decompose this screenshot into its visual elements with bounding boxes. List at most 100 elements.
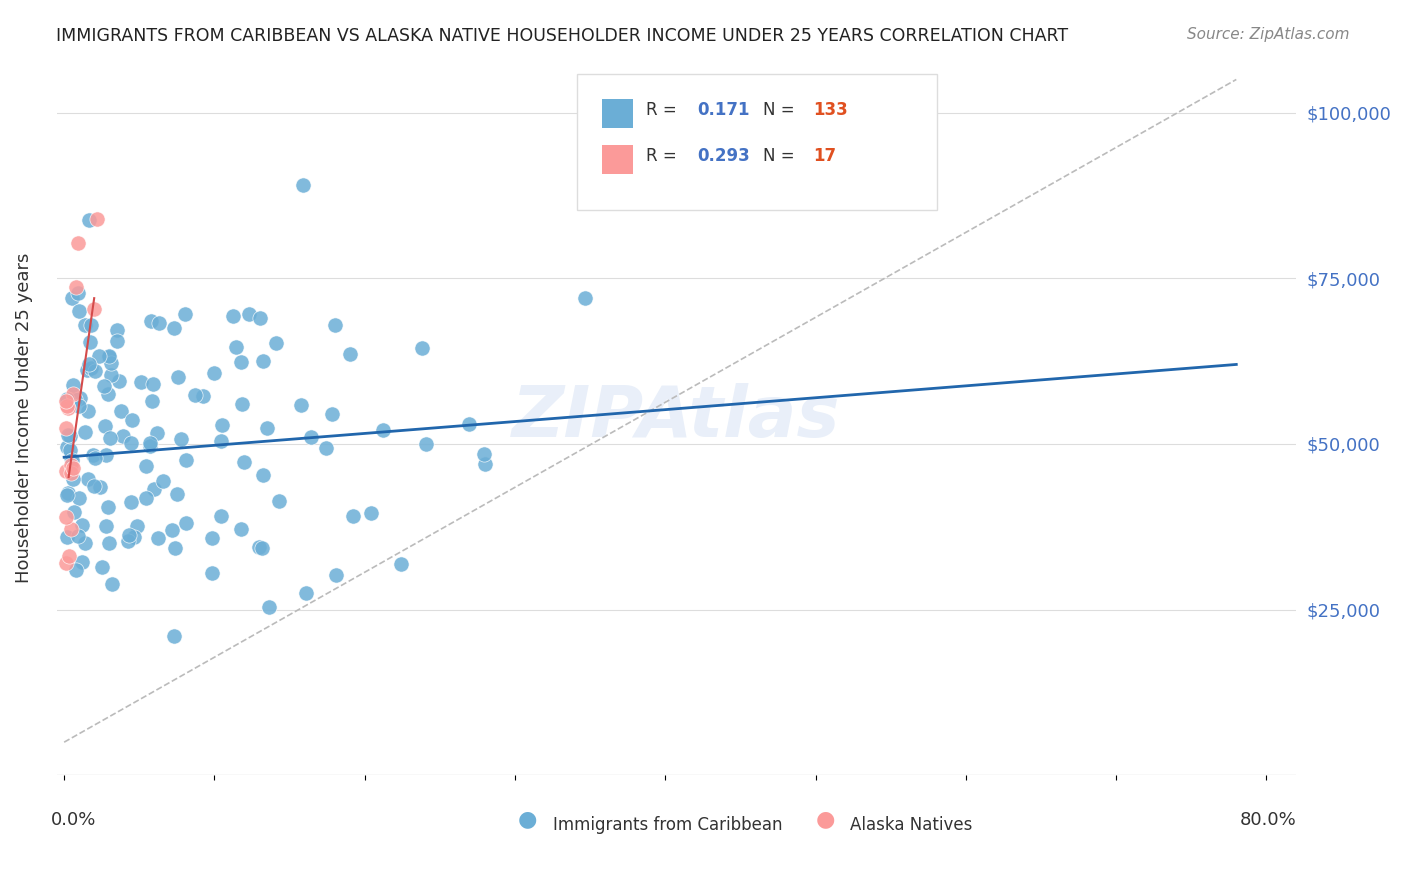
Point [98, 349, 121, 363]
Point [67, 491, 90, 505]
Point [97, 500, 120, 514]
Point [84, 364, 107, 378]
Point [60, 291, 83, 305]
Point [55, 464, 77, 478]
Point [97, 386, 120, 401]
FancyBboxPatch shape [578, 74, 936, 210]
Point [250, 541, 273, 556]
Point [56, 531, 79, 545]
Point [120, 436, 142, 450]
Point [58, 486, 80, 500]
Point [231, 397, 253, 411]
Point [82, 448, 104, 462]
Point [167, 370, 190, 384]
Text: 80.0%: 80.0% [1240, 812, 1296, 830]
Point [72, 518, 94, 533]
Point [84, 451, 107, 466]
Point [112, 429, 135, 443]
Point [129, 376, 152, 390]
Text: ●: ● [517, 809, 537, 830]
Point [163, 541, 186, 555]
Point [315, 441, 337, 455]
Text: Immigrants from Caribbean: Immigrants from Caribbean [553, 816, 782, 834]
Point [56, 392, 79, 406]
Point [299, 430, 322, 444]
Point [191, 389, 214, 403]
Point [232, 455, 254, 469]
Point [139, 314, 162, 328]
Point [91, 560, 114, 574]
Text: R =: R = [645, 101, 676, 119]
Point [211, 417, 233, 432]
Point [163, 321, 186, 335]
Point [73, 318, 96, 333]
Point [67, 235, 90, 250]
Point [209, 509, 232, 524]
Point [65, 280, 87, 294]
Point [56, 441, 79, 455]
Point [163, 629, 186, 643]
Point [373, 423, 395, 437]
Point [86, 211, 108, 226]
Point [77, 404, 100, 418]
Point [75, 425, 97, 439]
Point [173, 307, 195, 321]
Point [152, 474, 174, 488]
Point [100, 356, 122, 370]
Point [138, 439, 160, 453]
Point [80, 360, 103, 375]
Point [142, 377, 165, 392]
Text: Source: ZipAtlas.com: Source: ZipAtlas.com [1187, 27, 1350, 42]
Point [60, 466, 83, 480]
Point [56, 428, 79, 442]
Y-axis label: Householder Income Under 25 years: Householder Income Under 25 years [15, 252, 32, 582]
Point [59, 458, 82, 472]
Point [70, 556, 93, 570]
Point [62, 386, 84, 401]
Text: N =: N = [763, 147, 794, 165]
Point [160, 524, 183, 538]
Point [135, 491, 157, 506]
Text: 0.171: 0.171 [697, 101, 749, 119]
Bar [602, 145, 633, 174]
Point [118, 528, 141, 542]
Point [415, 437, 437, 451]
Text: 0.293: 0.293 [697, 147, 751, 165]
Point [323, 318, 346, 333]
Point [474, 457, 496, 471]
Point [55, 394, 77, 409]
Text: ZIPAtlas: ZIPAtlas [512, 383, 841, 452]
Point [76, 363, 98, 377]
Point [231, 522, 253, 536]
Point [252, 353, 274, 368]
Point [62, 460, 84, 475]
Point [256, 420, 278, 434]
Point [174, 516, 197, 530]
Point [201, 566, 224, 580]
Point [56, 488, 79, 502]
Point [77, 357, 100, 371]
Point [267, 494, 290, 508]
Point [222, 309, 245, 323]
Point [360, 507, 382, 521]
Point [166, 487, 188, 501]
Point [295, 586, 318, 600]
Point [472, 447, 495, 461]
Point [89, 480, 111, 494]
Point [87, 349, 110, 363]
Point [321, 408, 343, 422]
Point [148, 316, 170, 330]
Point [135, 458, 157, 473]
Point [101, 577, 124, 591]
Text: Alaska Natives: Alaska Natives [851, 816, 973, 834]
Text: N =: N = [763, 101, 794, 119]
Point [458, 417, 481, 432]
Point [264, 336, 287, 351]
Point [170, 432, 193, 446]
Point [292, 178, 315, 192]
Point [69, 392, 91, 406]
Point [94, 519, 117, 533]
Point [107, 334, 129, 348]
Point [249, 311, 271, 326]
Point [56, 401, 79, 416]
